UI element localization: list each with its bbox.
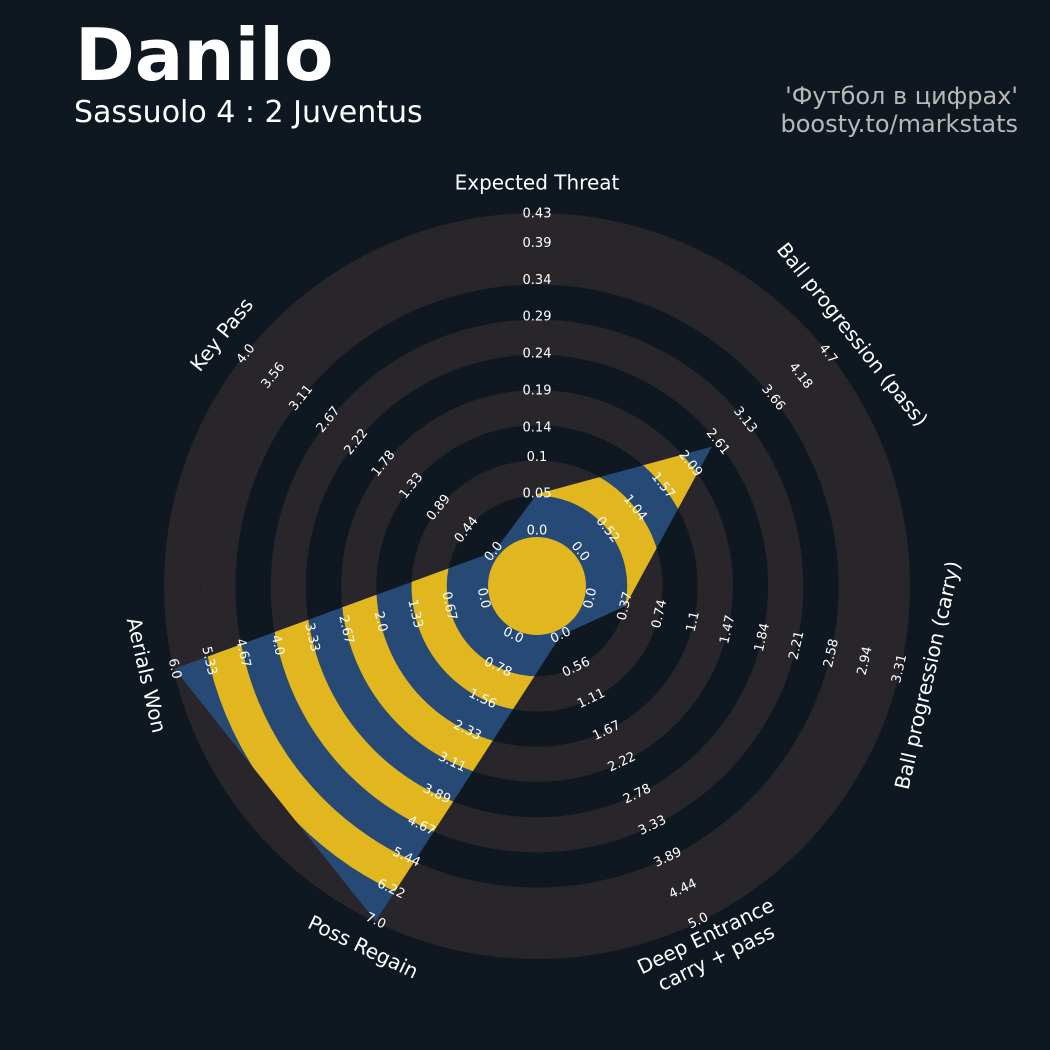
tick-label: 2.58 (821, 637, 842, 669)
tick-label: 0.0 (581, 586, 600, 610)
tick-label: 3.33 (301, 622, 322, 654)
center-circle (488, 537, 586, 635)
tick-label: 0.0 (527, 524, 548, 539)
credit: 'Футбол в цифрах' (785, 82, 1018, 110)
tick-label: 2.67 (335, 614, 356, 646)
tick-label: 4.67 (232, 637, 253, 669)
tick-label: 0.37 (615, 590, 636, 622)
tick-label: 2.21 (786, 630, 807, 662)
tick-label: 0.34 (523, 273, 552, 288)
chart-subtitle: Sassuolo 4 : 2 Juventus (74, 95, 423, 130)
tick-label: 0.14 (523, 420, 552, 435)
tick-label: 2.0 (371, 610, 390, 634)
tick-label: 0.29 (523, 310, 552, 325)
tick-label: 0.1 (527, 450, 548, 465)
chart-title: Danilo (75, 13, 333, 97)
tick-label: 0.0 (474, 586, 493, 610)
param-label: Expected Threat (455, 171, 620, 195)
tick-label: 6.0 (165, 657, 184, 681)
tick-label: 0.39 (523, 236, 552, 251)
tick-label: 2.94 (855, 645, 876, 677)
credit: boosty.to/markstats (781, 110, 1019, 138)
tick-label: 0.24 (523, 347, 552, 362)
tick-label: 5.33 (198, 645, 219, 677)
tick-label: 0.19 (523, 383, 552, 398)
tick-label: 0.74 (649, 598, 670, 630)
tick-label: 1.47 (717, 614, 738, 646)
tick-label: 4.0 (268, 634, 287, 658)
tick-label: 3.31 (889, 653, 910, 685)
tick-label: 1.84 (752, 622, 773, 654)
tick-label: 0.05 (523, 487, 552, 502)
tick-label: 1.1 (684, 610, 703, 634)
tick-label: 0.43 (523, 207, 552, 222)
tick-label: 0.67 (438, 590, 459, 622)
tick-label: 1.33 (404, 598, 425, 630)
